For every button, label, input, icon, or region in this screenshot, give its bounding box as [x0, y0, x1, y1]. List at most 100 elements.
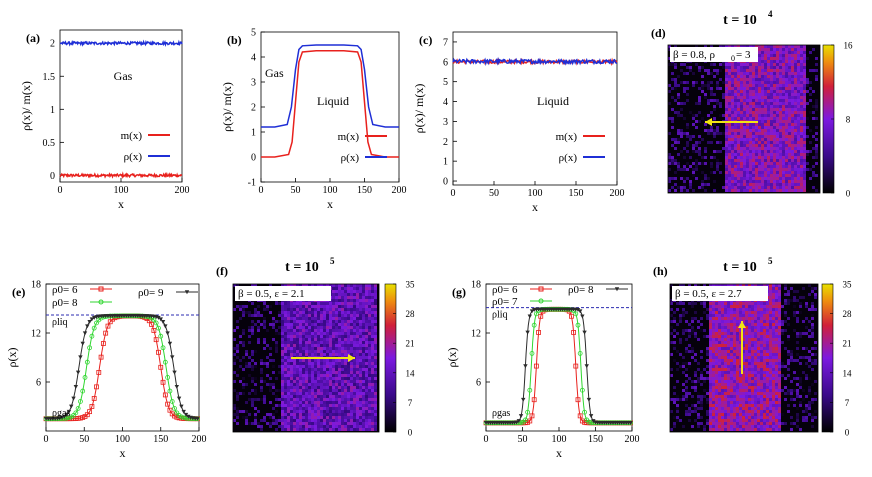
heatmap-cell — [719, 66, 722, 69]
heatmap-cell — [284, 374, 287, 377]
heatmap-cell — [362, 311, 365, 314]
heatmap-cell — [344, 290, 347, 293]
heatmap-cell — [785, 150, 788, 153]
heatmap-cell — [707, 168, 710, 171]
heatmap-cell — [248, 380, 251, 383]
heatmap-cell — [785, 48, 788, 51]
heatmap-cell — [815, 87, 818, 90]
heatmap-cell — [680, 132, 683, 135]
data-point — [170, 355, 175, 360]
heatmap-cell — [671, 96, 674, 99]
heatmap-cell — [719, 99, 722, 102]
heatmap-cell — [731, 117, 734, 120]
heatmap-cell — [725, 126, 728, 129]
heatmap-cell — [773, 60, 776, 63]
heatmap-cell — [677, 168, 680, 171]
heatmap-cell — [755, 72, 758, 75]
heatmap-cell — [272, 368, 275, 371]
heatmap-cell — [794, 78, 797, 81]
heatmap-cell — [707, 45, 710, 48]
heatmap-cell — [743, 63, 746, 66]
heatmap-cell — [257, 380, 260, 383]
data-point — [584, 364, 589, 369]
heatmap-cell — [344, 332, 347, 335]
heatmap-cell — [725, 186, 728, 189]
heatmap-cell — [353, 392, 356, 395]
heatmap-cell — [344, 302, 347, 305]
heatmap-cell — [692, 72, 695, 75]
heatmap-cell — [794, 165, 797, 168]
heatmap-cell — [677, 84, 680, 87]
heatmap-cell — [740, 153, 743, 156]
heatmap-cell — [689, 75, 692, 78]
heatmap-cell — [689, 150, 692, 153]
heatmap-cell — [707, 69, 710, 72]
heatmap-cell — [236, 335, 239, 338]
heatmap-cell — [734, 84, 737, 87]
heatmap-cell — [314, 314, 317, 317]
data-point — [89, 333, 95, 339]
heatmap-cell — [797, 84, 800, 87]
heatmap-cell — [686, 159, 689, 162]
heatmap-cell — [797, 138, 800, 141]
heatmap-cell — [371, 395, 374, 398]
heatmap-cell — [335, 329, 338, 332]
heatmap-cell — [806, 81, 809, 84]
heatmap-cell — [302, 338, 305, 341]
heatmap-cell — [347, 332, 350, 335]
heatmap-cell — [788, 159, 791, 162]
heatmap-cell — [371, 353, 374, 356]
heatmap-cell — [362, 323, 365, 326]
data-point — [156, 325, 161, 331]
heatmap-cell — [338, 386, 341, 389]
heatmap-cell — [776, 159, 779, 162]
heatmap-cell — [242, 335, 245, 338]
heatmap-cell — [674, 66, 677, 69]
heatmap-cell — [677, 63, 680, 66]
heatmap-cell — [722, 147, 725, 150]
heatmap-cell — [347, 302, 350, 305]
heatmap-cell — [677, 171, 680, 174]
heatmap-cell — [251, 359, 254, 362]
heatmap-cell — [242, 377, 245, 380]
heatmap-cell — [716, 189, 719, 192]
data-point — [525, 409, 531, 415]
heatmap-cell — [725, 141, 728, 144]
heatmap-cell — [347, 380, 350, 383]
heatmap-cell — [710, 81, 713, 84]
heatmap-cell — [332, 317, 335, 320]
data-point — [195, 416, 200, 421]
heatmap-cell — [680, 108, 683, 111]
heatmap-cell — [362, 389, 365, 392]
heatmap-cell — [278, 395, 281, 398]
heatmap-cell — [683, 147, 686, 150]
series-line — [46, 315, 199, 420]
heatmap-cell — [764, 165, 767, 168]
heatmap-cell — [695, 63, 698, 66]
heatmap-cell — [698, 168, 701, 171]
heatmap-cell — [791, 99, 794, 102]
heatmap-cell — [800, 87, 803, 90]
heatmap-cell — [257, 338, 260, 341]
heatmap-cell — [248, 344, 251, 347]
heatmap-cell — [803, 114, 806, 117]
heatmap-cell — [695, 105, 698, 108]
heatmap-cell — [731, 114, 734, 117]
heatmap-cell — [758, 87, 761, 90]
heatmap-cell — [257, 377, 260, 380]
heatmap-cell — [815, 66, 818, 69]
heatmap-cell — [800, 123, 803, 126]
heatmap-cell — [758, 174, 761, 177]
heatmap-cell — [767, 123, 770, 126]
heatmap-cell — [800, 165, 803, 168]
heatmap-cell — [260, 395, 263, 398]
heatmap-cell — [674, 63, 677, 66]
heatmap-cell — [752, 138, 755, 141]
heatmap-cell — [701, 90, 704, 93]
heatmap-cell — [752, 141, 755, 144]
heatmap-cell — [314, 359, 317, 362]
heatmap-cell — [293, 314, 296, 317]
heatmap-cell — [293, 284, 296, 287]
heatmap-cell — [719, 165, 722, 168]
heatmap-cell — [374, 326, 377, 329]
